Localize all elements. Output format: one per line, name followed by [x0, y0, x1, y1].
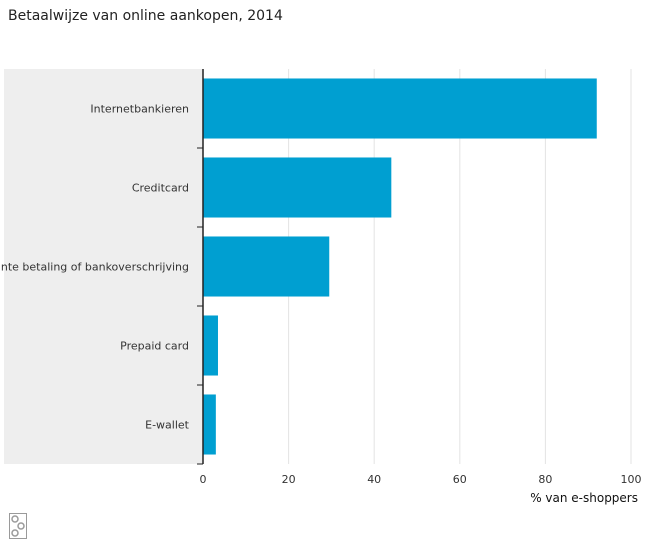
- category-labels: Internetbankieren Creditcard Contante beta…: [0, 103, 203, 465]
- bar: [203, 315, 218, 376]
- chart-title: Betaalwijze van online aankopen, 2014: [8, 8, 283, 24]
- category-label: Prepaid card: [120, 340, 189, 353]
- category-label: Creditcard: [132, 182, 189, 195]
- bar: [203, 157, 392, 218]
- bars: [203, 78, 597, 455]
- bar: [203, 78, 597, 139]
- x-tick-label: 80: [538, 473, 552, 486]
- bar: [203, 236, 330, 297]
- category-label-panel: [4, 69, 203, 464]
- x-tick-label: 60: [453, 473, 467, 486]
- x-tick-label: 100: [621, 473, 642, 486]
- bar: [203, 394, 216, 455]
- category-label: Contante betaling of bankoverschrijving: [0, 261, 189, 274]
- x-axis-label: % van e-shoppers: [530, 491, 638, 505]
- category-label: E-wallet: [145, 419, 190, 432]
- x-tick-label: 20: [282, 473, 296, 486]
- x-tick-label: 0: [200, 473, 207, 486]
- cbs-logo-icon: [9, 513, 27, 543]
- x-tick-label: 40: [367, 473, 381, 486]
- category-label: Internetbankieren: [90, 103, 189, 116]
- x-tick-labels: 0 20 40 60 80 100: [200, 473, 642, 486]
